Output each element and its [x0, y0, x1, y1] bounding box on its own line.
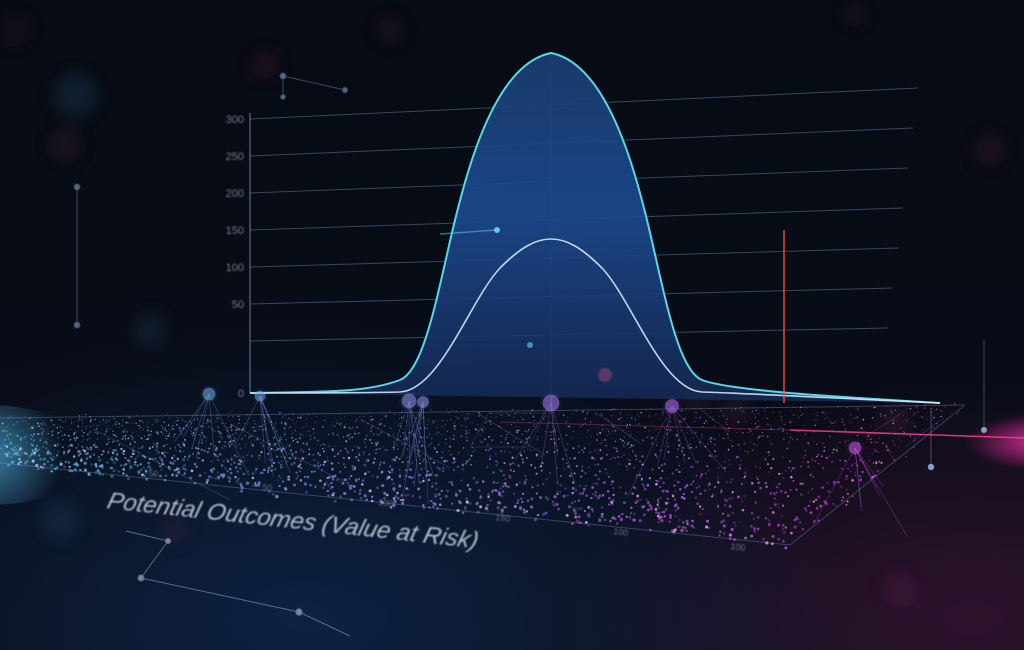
- svg-text:100: 100: [613, 526, 629, 538]
- svg-text:0: 0: [238, 388, 244, 400]
- svg-text:50: 50: [262, 482, 273, 493]
- svg-text:50: 50: [148, 468, 159, 479]
- svg-text:150: 150: [226, 225, 244, 237]
- svg-text:Potential Outcomes (Value at R: Potential Outcomes (Value at Risk): [104, 488, 481, 555]
- svg-text:100: 100: [730, 541, 746, 553]
- svg-text:300: 300: [226, 114, 244, 126]
- svg-text:200: 200: [226, 188, 244, 200]
- svg-text:250: 250: [226, 151, 244, 163]
- svg-text:150: 150: [495, 512, 511, 524]
- svg-text:50: 50: [232, 299, 244, 311]
- svg-text:100: 100: [226, 262, 244, 274]
